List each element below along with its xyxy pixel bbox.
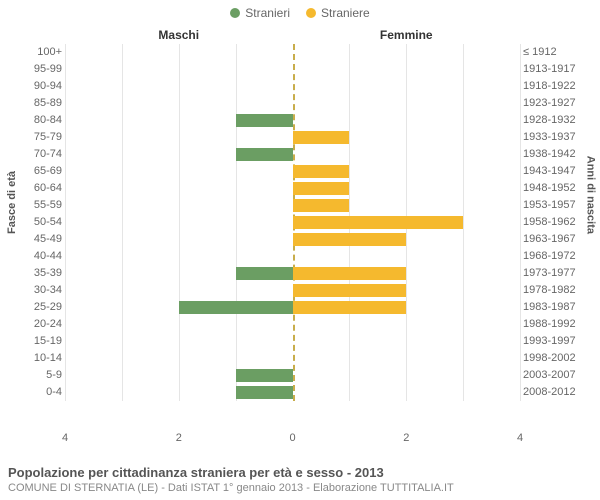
chart-row [65,231,520,248]
birth-year-label: 1968-1972 [523,248,598,265]
birth-year-label: 2008-2012 [523,384,598,401]
bar-female [293,284,407,297]
birth-year-label: 1938-1942 [523,146,598,163]
x-tick-label: 0 [289,432,295,444]
birth-year-label: 1948-1952 [523,180,598,197]
birth-year-label: 1943-1947 [523,163,598,180]
birth-year-label: ≤ 1912 [523,44,598,61]
bar-male [236,386,293,399]
birth-year-label: 1963-1967 [523,231,598,248]
header-female: Femmine [380,28,433,42]
age-label: 100+ [2,44,62,61]
birth-year-label: 1983-1987 [523,299,598,316]
birth-year-label: 1988-1992 [523,316,598,333]
bar-female [293,165,350,178]
chart-row [65,44,520,61]
legend: Stranieri Straniere [0,0,600,22]
chart-row [65,78,520,95]
legend-item-male: Stranieri [230,6,290,20]
age-label: 30-34 [2,282,62,299]
age-label: 85-89 [2,95,62,112]
gridline [520,44,521,401]
birth-year-label: 1978-1982 [523,282,598,299]
chart-row [65,282,520,299]
birth-year-label: 1923-1927 [523,95,598,112]
x-axis-ticks: 4 2 0 2 4 [65,426,520,444]
birth-year-label: 1933-1937 [523,129,598,146]
legend-item-female: Straniere [306,6,370,20]
bar-female [293,233,407,246]
bar-male [236,114,293,127]
bar-male [236,267,293,280]
age-label: 50-54 [2,214,62,231]
birth-year-label: 2003-2007 [523,367,598,384]
chart-row [65,180,520,197]
age-label: 25-29 [2,299,62,316]
chart-row [65,129,520,146]
chart-row [65,265,520,282]
age-label: 95-99 [2,61,62,78]
chart-row [65,299,520,316]
bar-female [293,301,407,314]
chart-row [65,367,520,384]
legend-swatch-male [230,8,240,18]
caption-title: Popolazione per cittadinanza straniera p… [8,465,592,480]
chart-row [65,112,520,129]
bar-female [293,199,350,212]
bar-male [179,301,293,314]
x-tick-label: 4 [62,432,68,444]
bar-male [236,369,293,382]
birth-year-label: 1973-1977 [523,265,598,282]
age-label: 70-74 [2,146,62,163]
age-label: 10-14 [2,350,62,367]
age-label: 80-84 [2,112,62,129]
x-tick-label: 2 [403,432,409,444]
chart-row [65,61,520,78]
legend-label-female: Straniere [321,6,370,20]
chart-row [65,95,520,112]
bar-female [293,182,350,195]
age-label: 35-39 [2,265,62,282]
caption-subtitle: COMUNE DI STERNATIA (LE) - Dati ISTAT 1°… [8,482,592,494]
age-label: 45-49 [2,231,62,248]
age-label: 0-4 [2,384,62,401]
chart-row [65,248,520,265]
chart-row [65,197,520,214]
population-pyramid-chart: Fasce di età Anni di nascita 42024 100+≤… [0,44,600,444]
header-male: Maschi [158,28,199,42]
birth-year-label: 1928-1932 [523,112,598,129]
birth-year-label: 1918-1922 [523,78,598,95]
birth-year-label: 1913-1917 [523,61,598,78]
birth-year-label: 1953-1957 [523,197,598,214]
bar-female [293,216,464,229]
chart-row [65,384,520,401]
birth-year-label: 1998-2002 [523,350,598,367]
x-tick-label: 2 [176,432,182,444]
legend-swatch-female [306,8,316,18]
age-label: 55-59 [2,197,62,214]
chart-caption: Popolazione per cittadinanza straniera p… [8,465,592,494]
chart-row [65,214,520,231]
bar-male [236,148,293,161]
birth-year-label: 1993-1997 [523,333,598,350]
age-label: 15-19 [2,333,62,350]
legend-label-male: Stranieri [245,6,290,20]
age-label: 20-24 [2,316,62,333]
age-label: 90-94 [2,78,62,95]
x-tick-label: 4 [517,432,523,444]
chart-row [65,146,520,163]
age-label: 40-44 [2,248,62,265]
age-label: 5-9 [2,367,62,384]
plot-area [65,44,520,421]
chart-row [65,350,520,367]
age-label: 65-69 [2,163,62,180]
birth-year-label: 1958-1962 [523,214,598,231]
age-label: 60-64 [2,180,62,197]
chart-row [65,333,520,350]
bar-female [293,131,350,144]
age-label: 75-79 [2,129,62,146]
chart-row [65,316,520,333]
bar-female [293,267,407,280]
chart-row [65,163,520,180]
